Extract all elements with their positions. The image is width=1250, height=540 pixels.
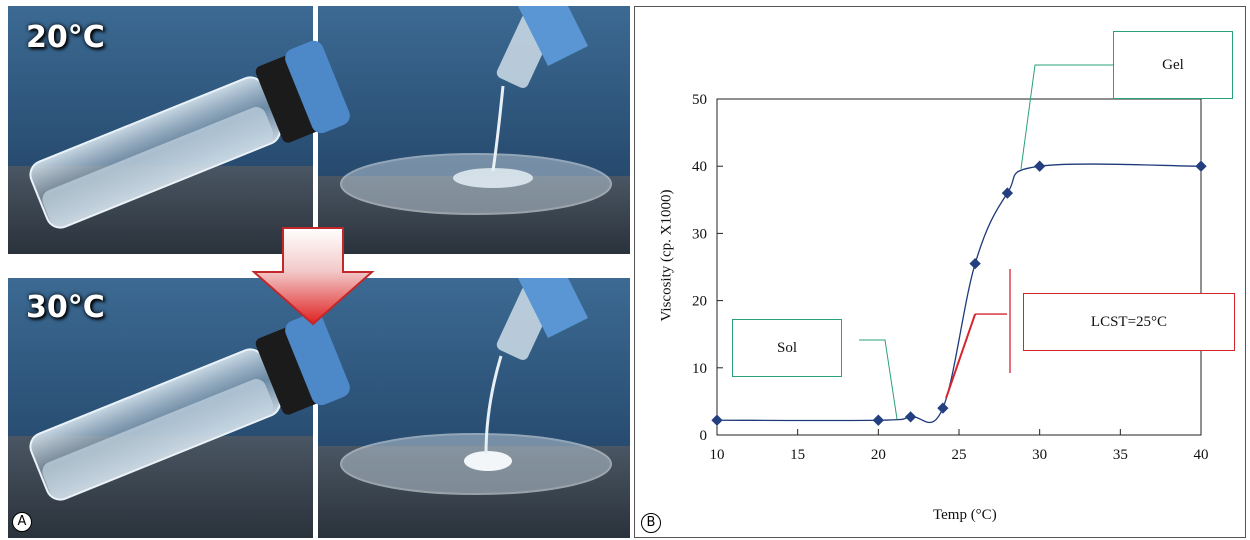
lcst-annotation-text: LCST=25°C bbox=[1090, 313, 1168, 330]
gel-annotation-box: Gel bbox=[1113, 31, 1233, 99]
gel-annotation-text: Gel bbox=[1162, 56, 1184, 73]
chart-panel-b: 10 15 20 25 30 35 40 0 10 20 30 40 50 Temp (°C) Visc… bbox=[634, 6, 1246, 538]
photo-panel-a: 20°C 30°C A bbox=[8, 6, 630, 538]
x-tick-label: 35 bbox=[1113, 447, 1128, 463]
x-tick-label: 30 bbox=[1032, 447, 1047, 463]
y-axis-title: Viscosity (cp. X1000) bbox=[658, 189, 675, 322]
panel-letter-a: A bbox=[12, 512, 32, 532]
data-point-marker bbox=[969, 257, 981, 270]
temperature-label-top: 20°C bbox=[26, 20, 105, 55]
sol-annotation-text: Sol bbox=[776, 339, 797, 356]
x-tick-label: 25 bbox=[952, 447, 967, 463]
data-point-marker bbox=[711, 414, 723, 426]
petri-dish-bottom bbox=[340, 278, 612, 495]
panel-letter-b: B bbox=[641, 513, 661, 533]
data-point-marker bbox=[872, 414, 884, 426]
plot-frame bbox=[716, 98, 1202, 436]
sol-annotation-box: Sol bbox=[732, 319, 842, 377]
transition-arrow-icon bbox=[251, 227, 375, 326]
vial-top bbox=[29, 40, 350, 229]
y-tick-label: 40 bbox=[692, 159, 707, 175]
x-tick-label: 10 bbox=[710, 447, 725, 463]
x-tick-label: 20 bbox=[871, 447, 886, 463]
vial-photos bbox=[8, 6, 630, 538]
x-tick-label: 15 bbox=[790, 447, 805, 463]
data-point-marker bbox=[904, 411, 917, 423]
x-axis-title: Temp (°C) bbox=[933, 507, 997, 523]
y-tick-label: 10 bbox=[692, 361, 707, 377]
lcst-annotation-box: LCST=25°C bbox=[1023, 293, 1235, 351]
y-tick-label: 50 bbox=[692, 92, 707, 108]
y-tick-label: 30 bbox=[692, 226, 707, 242]
y-tick-label: 20 bbox=[692, 294, 707, 310]
data-point-marker bbox=[1001, 187, 1014, 199]
temperature-label-bottom: 30°C bbox=[26, 290, 105, 325]
data-point-marker bbox=[1034, 160, 1046, 172]
data-point-marker bbox=[1195, 160, 1207, 172]
vial-bottom bbox=[29, 312, 350, 501]
sol-leader-line bbox=[859, 339, 898, 420]
gel-leader-line bbox=[1020, 64, 1113, 170]
petri-dish-top bbox=[340, 6, 612, 215]
x-tick-label: 40 bbox=[1194, 447, 1209, 463]
lcst-tangent-line bbox=[945, 313, 977, 399]
y-tick-label: 0 bbox=[700, 428, 708, 444]
data-point-marker bbox=[937, 402, 949, 414]
